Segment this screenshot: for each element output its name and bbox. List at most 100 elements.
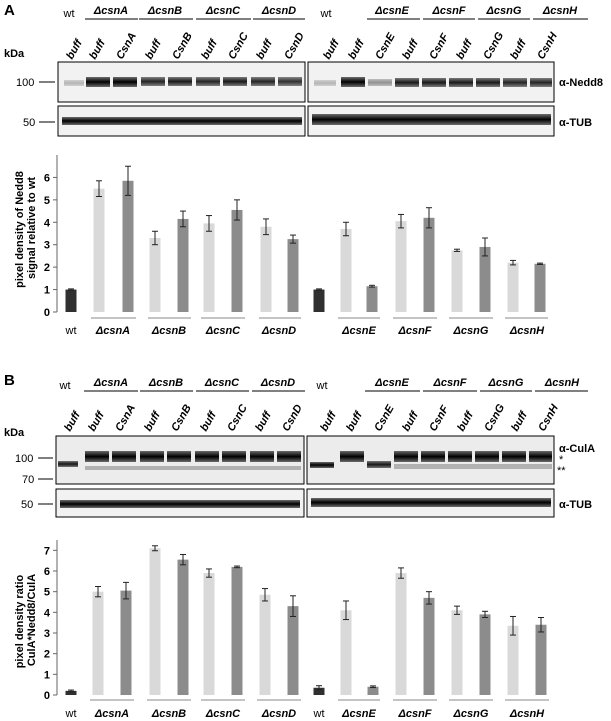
group-label: wt [65,708,77,720]
lane-label: buff [62,409,83,434]
lane-label: CsnF [427,31,451,61]
genotype-label: ΔcsnC [205,5,241,17]
bar [423,597,435,695]
bar [287,606,299,695]
lane-label: buff [143,37,164,62]
genotype-label: ΔcsnF [432,377,466,389]
lane-label: buff [142,409,163,434]
bar [177,559,189,695]
blot-tub-a [57,105,555,137]
lane-label: buff [455,409,476,434]
y-tick-label: 0 [44,307,50,319]
blot-cula [55,435,555,485]
lane-label: CsnE [372,403,397,434]
bar [260,226,272,312]
y-axis-label: pixel density ratio CulA*Nedd8/CulA [14,572,38,669]
genotype-label: ΔcsnH [542,5,578,17]
genotype-label: ΔcsnC [204,377,240,389]
lane-labels-a: buff buff CsnA buff CsnB buff CsnC buff … [64,30,560,62]
bar [65,289,77,312]
panel-letter-b: B [4,372,15,389]
lane-label: buff [346,37,367,62]
group-label: ΔcsnA [94,708,129,720]
group-label: ΔcsnH [509,708,545,720]
lane-label: buff [199,37,220,62]
antibody-label: α-TUB [559,499,592,511]
lane-label: buff [64,37,85,62]
group-label: ΔcsnF [397,325,431,337]
y-axis-label: pixel density of Nedd8 signal relative t… [14,168,38,288]
bar [423,217,435,312]
group-label: ΔcsnG [453,325,489,337]
kda-label: kDa [4,48,25,60]
lane-label: buff [400,409,421,434]
lane-label: buff [198,409,219,434]
genotype-label: ΔcsnG [486,5,522,17]
group-label: wt [313,708,325,720]
antibody-label: α-CulA [559,443,595,455]
bar [479,246,491,312]
genotype-label: wt [320,8,332,20]
group-label: ΔcsnF [397,708,431,720]
bar [313,289,325,312]
group-label: ΔcsnG [453,708,489,720]
bar [340,229,352,312]
bar [367,686,379,695]
lane-label: buff [509,409,530,434]
lane-label: buff [86,409,107,434]
genotype-label: ΔcsnA [93,377,128,389]
bar-chart-cula-ratio: 0 1 2 3 4 5 6 7 wt ΔcsnA ΔcsnB ΔcsnC ΔcsnD wt ΔcsnE Δcs… [44,540,549,720]
bar [203,573,215,695]
lane-label: CsnD [282,31,307,62]
mw-marker: 50 [21,499,33,511]
antibody-label: α-Nedd8 [559,77,603,89]
bar [479,614,491,695]
mw-marker: 70 [22,474,34,486]
lane-label: buff [344,409,365,434]
y-tick-label: 3 [44,628,50,640]
lane-label: buff [318,409,339,434]
genotype-label: ΔcsnE [374,377,409,389]
bar [231,566,243,695]
bar [149,237,161,312]
bar [395,221,407,312]
genotype-label: ΔcsnD [260,377,295,389]
group-label: ΔcsnB [151,325,186,337]
lane-label: CsnF [427,403,451,433]
y-tick-label: 0 [44,690,50,702]
y-tick-label: 6 [44,172,50,184]
genotype-label: ΔcsnB [148,377,183,389]
lane-label: buff [254,37,275,62]
bar [120,590,132,695]
y-tick-label: 5 [44,587,50,599]
group-label: ΔcsnA [95,325,130,337]
bar [395,573,407,695]
lane-label: buff [253,409,274,434]
bar [313,687,325,695]
mw-marker: 100 [15,453,33,465]
genotype-label: ΔcsnB [147,5,182,17]
bar [535,624,547,695]
asterisk-label: ** [557,465,566,477]
bar [366,286,378,312]
antibody-label: α-TUB [559,117,592,129]
y-tick-label: 5 [44,195,50,207]
lane-label: CsnG [481,30,506,62]
lane-labels-b: buff buff CsnA buff CsnB buff CsnC buff … [62,402,561,434]
y-tick-label: 2 [44,649,50,661]
lane-label: CsnE [373,31,398,62]
group-label: wt [65,325,77,337]
genotype-label: wt [316,380,328,392]
y-tick-label: 4 [44,217,51,229]
lane-label: CsnA [114,31,139,62]
lane-label: CsnH [535,30,560,62]
lane-label: buff [454,37,475,62]
group-label: ΔcsnE [341,708,376,720]
bar [259,594,271,695]
lane-label: CsnH [536,402,561,434]
lane-label: buff [508,37,529,62]
blot-nedd8 [57,61,555,103]
blot-tub-b [55,488,555,518]
bar [149,548,161,695]
